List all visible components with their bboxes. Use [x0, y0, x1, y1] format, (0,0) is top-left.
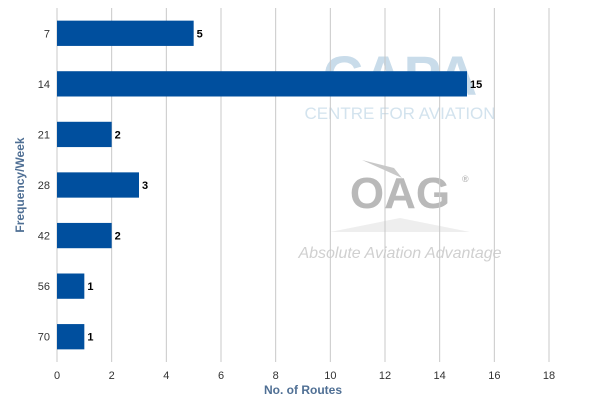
data-label: 15 [470, 79, 482, 91]
bar [57, 324, 85, 350]
y-tick-labels: 7 14 21 28 42 56 70 [38, 28, 50, 343]
x-tick-labels: 0 2 4 6 8 10 12 14 16 18 [54, 370, 555, 382]
bar [57, 20, 194, 46]
x-tick-label: 6 [218, 370, 224, 382]
y-axis-title: Frequency/Week [13, 137, 27, 232]
oag-wing-icon [330, 218, 470, 232]
data-label: 2 [115, 231, 121, 243]
x-tick-label: 2 [109, 370, 115, 382]
y-tick-label: 7 [44, 28, 50, 40]
y-tick-label: 14 [38, 79, 50, 91]
oag-tagline-text: Absolute Aviation Advantage [297, 245, 501, 262]
x-axis-title: No. of Routes [264, 383, 342, 397]
y-tick-label: 56 [38, 281, 50, 293]
data-label: 3 [142, 180, 148, 192]
oag-watermark: OAG ® Absolute Aviation Advantage [297, 160, 502, 262]
capa-subtitle-text: CENTRE FOR AVIATION [304, 104, 495, 123]
bar [57, 172, 139, 198]
data-label: 1 [87, 281, 93, 293]
x-tick-label: 18 [543, 370, 555, 382]
bar [57, 222, 112, 249]
bars [57, 20, 467, 350]
y-tick-label: 28 [38, 180, 50, 192]
y-tick-label: 70 [38, 332, 50, 344]
x-tick-label: 10 [324, 370, 336, 382]
oag-swoosh-icon [362, 160, 402, 178]
bar [57, 273, 85, 299]
x-tick-label: 14 [434, 370, 446, 382]
data-labels: 5 15 2 3 2 1 1 [87, 28, 482, 343]
data-label: 2 [115, 129, 121, 141]
x-tick-label: 0 [54, 370, 60, 382]
bar [57, 121, 112, 148]
bar [57, 71, 467, 97]
gridlines [56, 8, 550, 362]
oag-logo-text: OAG [350, 169, 450, 218]
data-label: 1 [87, 332, 93, 344]
x-tick-label: 8 [273, 370, 279, 382]
x-tick-label: 4 [163, 370, 169, 382]
data-label: 5 [197, 28, 203, 40]
y-tick-label: 21 [38, 129, 50, 141]
y-tick-label: 42 [38, 231, 50, 243]
oag-registered-mark: ® [462, 174, 469, 184]
x-tick-label: 16 [488, 370, 500, 382]
x-tick-label: 12 [379, 370, 391, 382]
